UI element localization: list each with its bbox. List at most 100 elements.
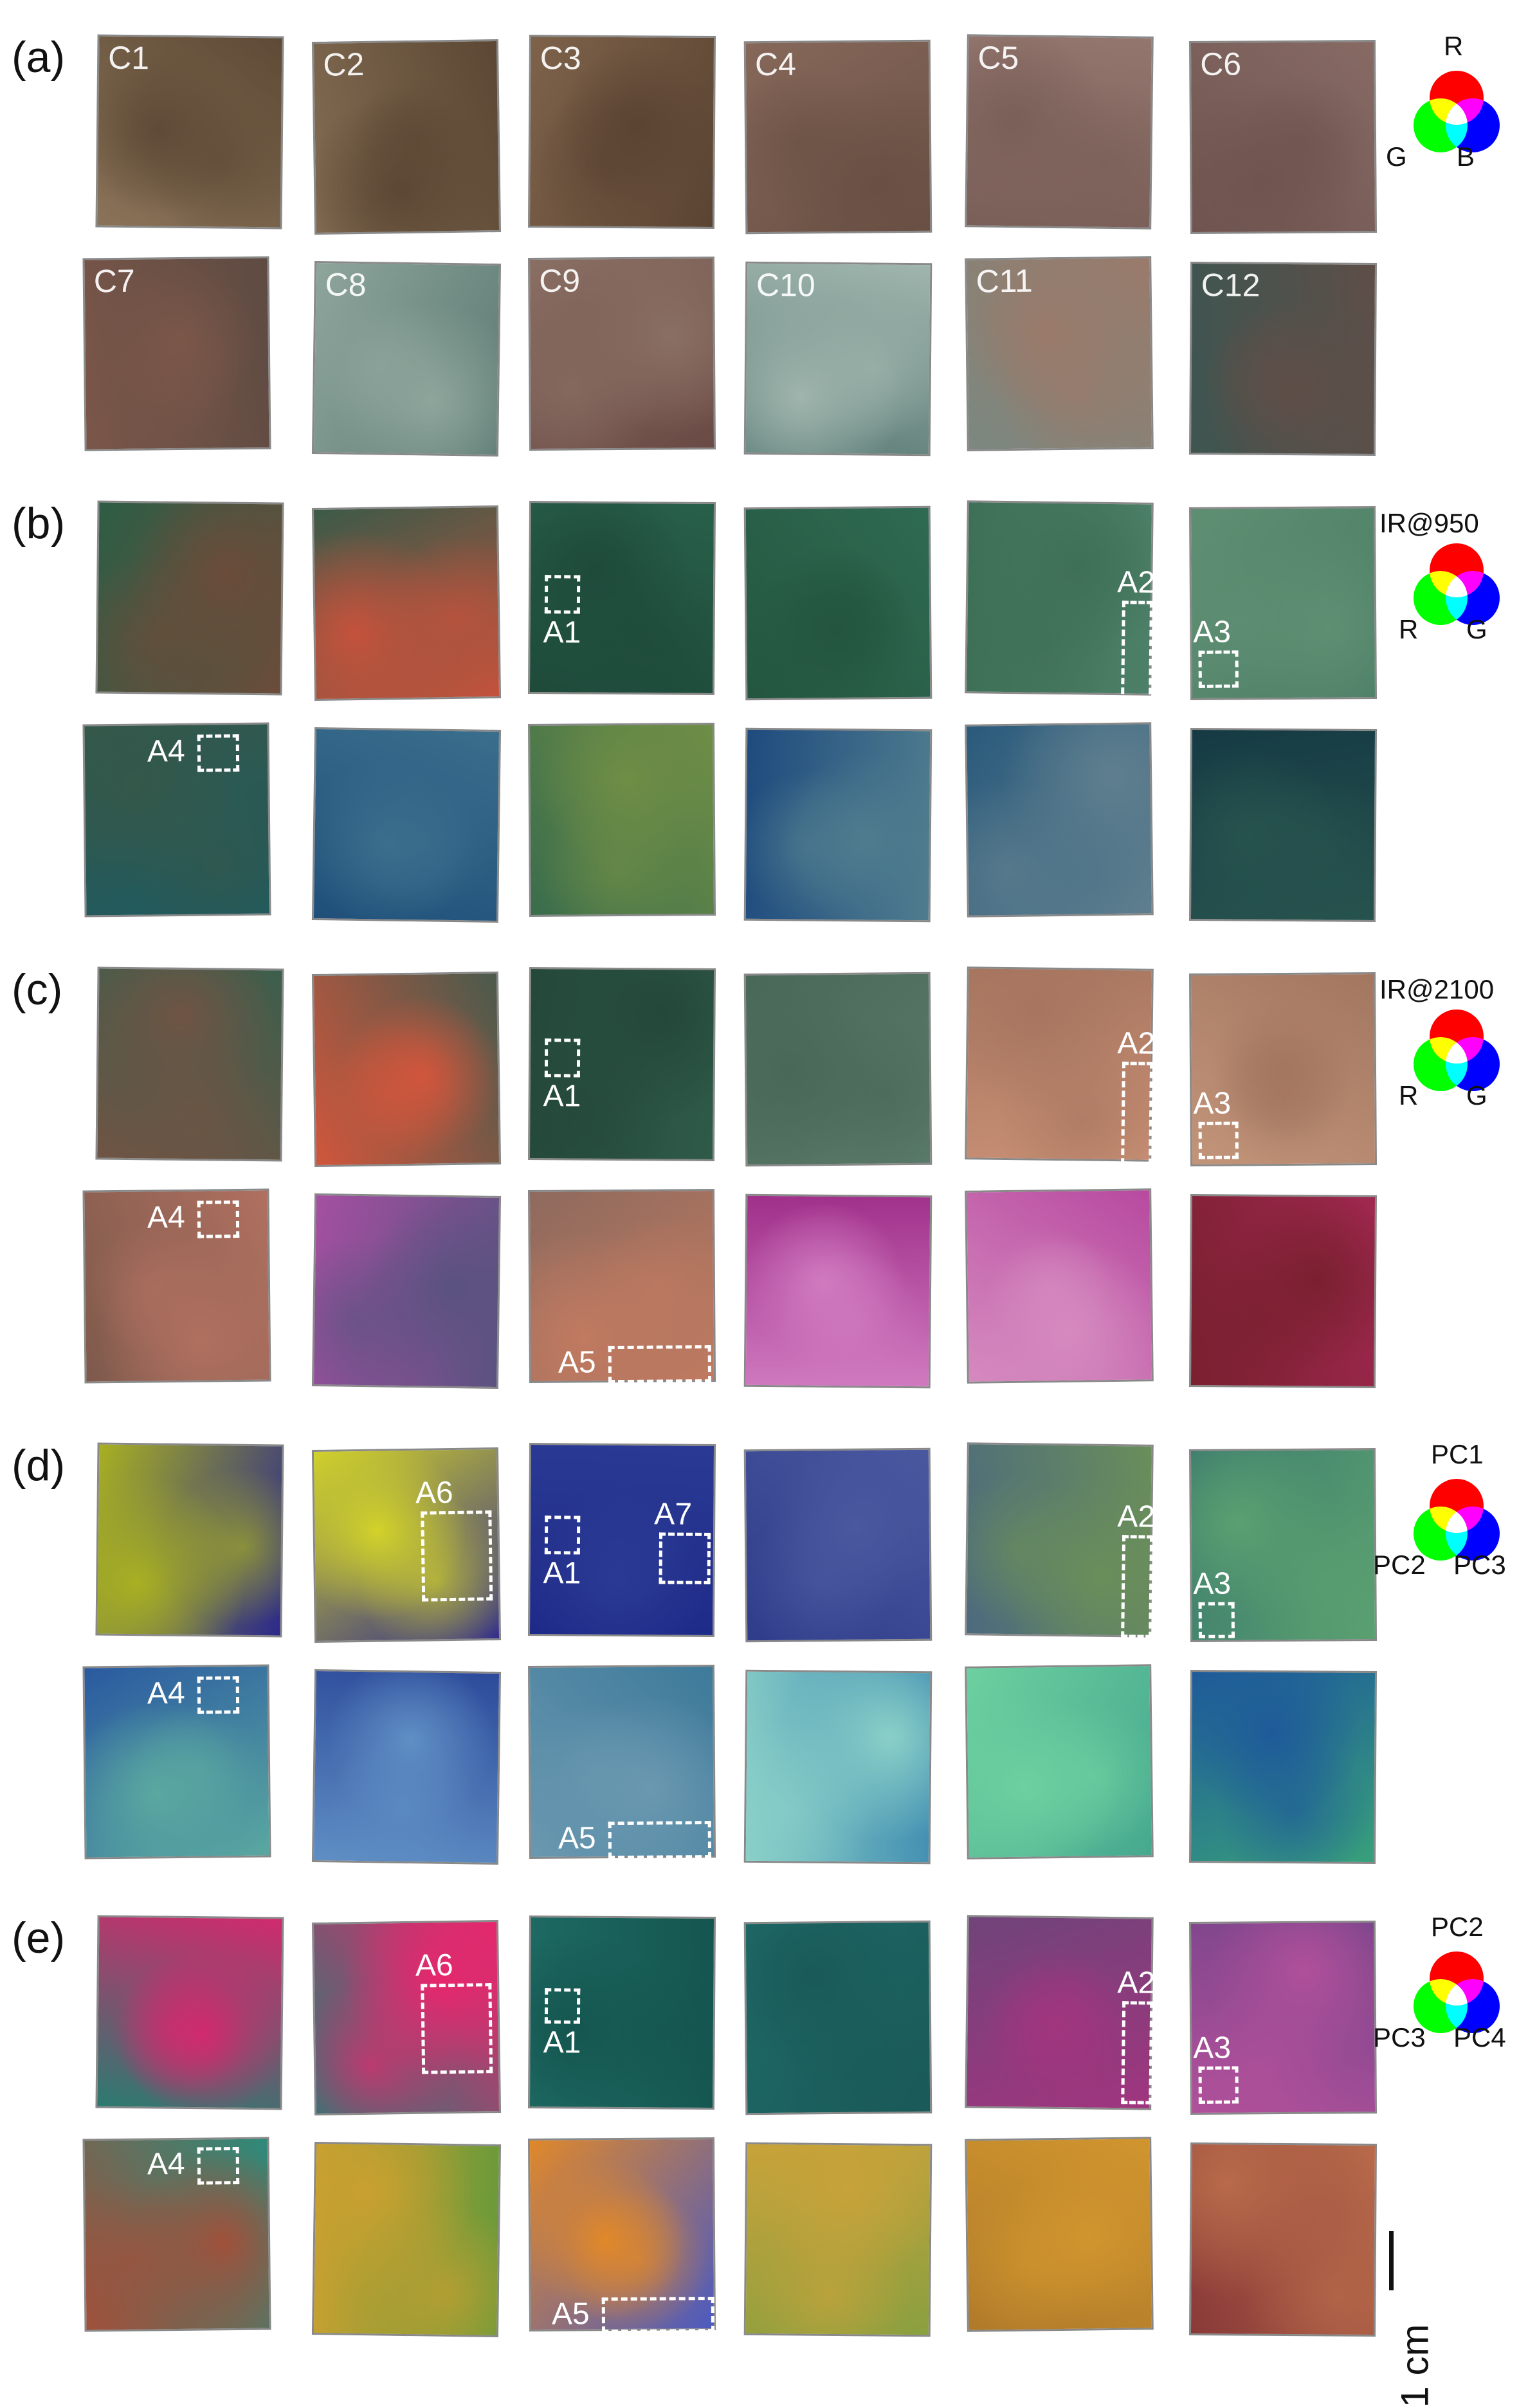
legend-channel-label: PC2 bbox=[1431, 1912, 1484, 1942]
sample-tile: C2 bbox=[311, 39, 502, 235]
sample-tile: A3 bbox=[1188, 1920, 1378, 2115]
sample-tile: A3 bbox=[1188, 972, 1378, 1167]
roi-label: A7 bbox=[654, 1497, 693, 1532]
sample-tile bbox=[1188, 727, 1378, 923]
sample-tile bbox=[95, 966, 284, 1162]
roi-label: A6 bbox=[415, 1475, 453, 1510]
roi-box bbox=[608, 1821, 712, 1860]
blue-circle bbox=[1446, 571, 1500, 625]
sample-tile: A1 bbox=[527, 966, 716, 1162]
sample-tile: A2 bbox=[965, 1915, 1156, 2110]
sample-texture bbox=[745, 729, 931, 921]
scale-bar-line bbox=[1389, 2231, 1394, 2290]
roi-label: A6 bbox=[415, 1948, 453, 1983]
roi-label: A2 bbox=[1117, 1966, 1156, 2000]
sample-texture bbox=[313, 507, 500, 699]
rgb-venn-icon bbox=[1414, 1951, 1500, 2033]
sample-id: C3 bbox=[540, 40, 581, 77]
sample-tile: A4 bbox=[82, 2137, 271, 2332]
roi-label: A1 bbox=[543, 1556, 581, 1591]
sample-tile bbox=[1188, 2142, 1378, 2337]
sample-tile: C6 bbox=[1188, 39, 1378, 235]
sample-tile bbox=[965, 1188, 1154, 1384]
color-legend: R G B bbox=[1386, 31, 1524, 235]
legend-channel-label: R bbox=[1399, 1080, 1419, 1110]
roi-label: A5 bbox=[558, 1821, 596, 1856]
sample-tile: A4 bbox=[82, 1188, 271, 1384]
scale-bar-label: 1 cm bbox=[1393, 2324, 1437, 2408]
sample-tile bbox=[95, 500, 284, 696]
legend-channel-label: PC4 bbox=[1453, 2022, 1506, 2052]
sample-tile bbox=[743, 727, 932, 923]
sample-texture bbox=[313, 2144, 500, 2335]
roi-label: A3 bbox=[1193, 1566, 1232, 1601]
sample-tile: A5 bbox=[527, 1188, 716, 1384]
roi-box bbox=[544, 1516, 581, 1555]
legend-title: IR@2100 bbox=[1379, 974, 1495, 1004]
sample-id: C12 bbox=[1201, 267, 1260, 303]
sample-texture bbox=[745, 1195, 931, 1387]
rgb-venn-icon bbox=[1414, 1479, 1500, 1561]
sample-texture bbox=[745, 2144, 931, 2335]
roi-box bbox=[1121, 1535, 1154, 1638]
roi-box bbox=[601, 2296, 715, 2333]
roi-box bbox=[608, 1345, 712, 1384]
sample-tile bbox=[311, 2141, 502, 2338]
sample-tile bbox=[311, 1669, 502, 1865]
sample-tile: A1 bbox=[527, 1915, 716, 2110]
sample-id: C1 bbox=[107, 39, 150, 77]
sample-texture bbox=[967, 724, 1152, 916]
sample-id: C8 bbox=[325, 266, 367, 303]
blue-circle bbox=[1446, 1037, 1500, 1091]
color-legend: PC1 PC2 PC3 bbox=[1373, 1439, 1524, 1643]
sample-tile bbox=[1188, 1193, 1378, 1389]
sample-tile: A1 bbox=[527, 500, 716, 696]
sample-tile bbox=[965, 722, 1154, 918]
sample-tile bbox=[743, 1193, 932, 1389]
color-legend: IR@950 R G bbox=[1379, 508, 1524, 701]
blue-circle bbox=[1446, 1507, 1500, 1561]
sample-tile bbox=[95, 1915, 284, 2110]
sample-tile bbox=[743, 1920, 932, 2115]
sample-id: C7 bbox=[93, 262, 136, 300]
sample-tile: C4 bbox=[743, 39, 932, 235]
roi-box bbox=[1198, 650, 1239, 688]
sample-tile bbox=[743, 1669, 932, 1865]
roi-box bbox=[544, 1038, 581, 1078]
sample-texture bbox=[97, 1444, 282, 1636]
sample-tile bbox=[311, 727, 502, 923]
roi-label: A4 bbox=[147, 1200, 185, 1235]
sample-texture bbox=[745, 507, 931, 699]
sample-tile: C12 bbox=[1188, 261, 1378, 457]
sample-tile bbox=[311, 1193, 502, 1390]
legend-title: IR@950 bbox=[1379, 508, 1479, 538]
sample-tile: A2 bbox=[965, 500, 1156, 704]
sample-tile: C1 bbox=[95, 34, 284, 230]
sample-texture bbox=[745, 1449, 931, 1641]
sample-tile: A6 bbox=[311, 1447, 502, 1643]
sample-texture bbox=[1190, 1672, 1376, 1862]
roi-label: A3 bbox=[1193, 1086, 1232, 1121]
roi-box bbox=[421, 1510, 493, 1602]
sample-texture bbox=[313, 973, 500, 1165]
sample-id: C10 bbox=[756, 266, 815, 303]
sample-tile: C11 bbox=[965, 256, 1154, 451]
sample-texture bbox=[313, 729, 500, 921]
sample-id: C2 bbox=[323, 46, 365, 83]
sample-id: C9 bbox=[539, 262, 581, 299]
legend-channel-label: G bbox=[1466, 614, 1487, 644]
panel-label: (e) bbox=[12, 1914, 66, 1962]
sample-tile: C10 bbox=[743, 261, 932, 457]
sample-tile: A6 bbox=[311, 1919, 502, 2116]
sample-texture bbox=[967, 1666, 1152, 1858]
roi-label: A4 bbox=[147, 2146, 185, 2182]
sample-texture bbox=[967, 2139, 1152, 2330]
legend-channel-label: B bbox=[1457, 141, 1475, 172]
roi-label: A5 bbox=[558, 1345, 596, 1380]
legend-channel-label: PC2 bbox=[1373, 1550, 1426, 1580]
roi-label: A1 bbox=[543, 1079, 581, 1114]
sample-id: C6 bbox=[1200, 46, 1242, 82]
rgb-venn-icon bbox=[1414, 71, 1500, 152]
legend-channel-label: R bbox=[1399, 614, 1419, 644]
roi-label: A2 bbox=[1116, 565, 1156, 600]
